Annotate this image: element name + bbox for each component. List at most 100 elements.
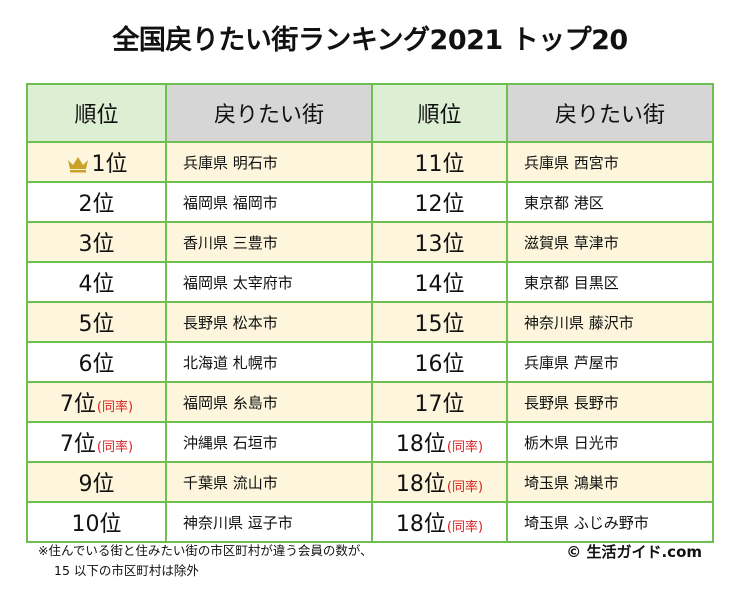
city-cell: 東京都 目黒区 [506,261,714,303]
copyright: © 生活ガイド.com [566,543,702,561]
city-cell: 栃木県 日光市 [506,421,714,463]
rank-cell: 16位 [371,341,508,383]
rank-cell: 2位 [26,181,167,223]
tie-badge: (同率) [446,520,484,535]
city-name: 北海道 札幌市 [183,353,278,372]
city-name: 長野県 松本市 [183,313,278,332]
table-row: 9位 千葉県 流山市 18位(同率) 埼玉県 鴻巣市 [26,461,714,503]
rank-label: 9位 [78,472,115,497]
rank-cell: 17位 [371,381,508,423]
rank-label: 3位 [78,232,115,257]
rank-label: 15位 [414,312,465,337]
table-row: 1位 兵庫県 明石市 11位 兵庫県 西宮市 [26,141,714,183]
rank-cell: 5位 [26,301,167,343]
tie-badge: (同率) [96,400,134,415]
city-header: 戻りたい街 [165,83,373,143]
table-row: 4位 福岡県 太宰府市 14位 東京都 目黒区 [26,261,714,303]
rank-cell: 13位 [371,221,508,263]
city-name: 兵庫県 芦屋市 [524,353,619,372]
rank-label: 16位 [414,352,465,377]
rank-label: 12位 [414,192,465,217]
rank-label: 18位 [395,472,446,497]
table-header-row: 順位 戻りたい街 順位 戻りたい街 [26,83,714,143]
city-cell: 長野県 松本市 [165,301,373,343]
rank-cell: 18位(同率) [371,501,508,543]
city-cell: 神奈川県 藤沢市 [506,301,714,343]
table-row: 2位 福岡県 福岡市 12位 東京都 港区 [26,181,714,223]
table-row: 7位(同率) 福岡県 糸島市 17位 長野県 長野市 [26,381,714,423]
table-row: 7位(同率) 沖縄県 石垣市 18位(同率) 栃木県 日光市 [26,421,714,463]
table-row: 5位 長野県 松本市 15位 神奈川県 藤沢市 [26,301,714,343]
city-name: 栃木県 日光市 [524,433,619,452]
rank-label: 11位 [414,152,465,177]
rank-label: 18位 [395,432,446,457]
rank-cell: 12位 [371,181,508,223]
city-cell: 神奈川県 逗子市 [165,501,373,543]
city-name: 東京都 目黒区 [524,273,619,292]
rank-cell: 7位(同率) [26,421,167,463]
rank-header: 順位 [26,83,167,143]
tie-badge: (同率) [446,440,484,455]
table-row: 6位 北海道 札幌市 16位 兵庫県 芦屋市 [26,341,714,383]
city-cell: 埼玉県 ふじみ野市 [506,501,714,543]
city-name: 神奈川県 藤沢市 [524,313,634,332]
city-name: 千葉県 流山市 [183,473,278,492]
crown-icon [67,157,88,173]
table-row: 10位 神奈川県 逗子市 18位(同率) 埼玉県 ふじみ野市 [26,501,714,543]
rank-cell: 15位 [371,301,508,343]
rank-cell: 14位 [371,261,508,303]
tie-badge: (同率) [446,480,484,495]
page-title: 全国戻りたい街ランキング2021 トップ20 [112,25,628,56]
rank-label: 17位 [414,392,465,417]
city-name: 福岡県 糸島市 [183,393,278,412]
city-cell: 福岡県 福岡市 [165,181,373,223]
tie-badge: (同率) [96,440,134,455]
city-name: 長野県 長野市 [524,393,619,412]
city-cell: 滋賀県 草津市 [506,221,714,263]
city-name: 埼玉県 ふじみ野市 [524,513,649,532]
rank-label: 2位 [78,192,115,217]
rank-label: 7位 [59,392,96,417]
rank-label: 5位 [78,312,115,337]
city-cell: 北海道 札幌市 [165,341,373,383]
city-name: 東京都 港区 [524,193,604,212]
rank-cell: 18位(同率) [371,421,508,463]
city-name: 香川県 三豊市 [183,233,278,252]
city-name: 兵庫県 明石市 [183,153,278,172]
rank-header: 順位 [371,83,508,143]
city-name: 神奈川県 逗子市 [183,513,293,532]
city-cell: 福岡県 太宰府市 [165,261,373,303]
rank-label: 1位 [91,152,128,177]
city-name: 福岡県 福岡市 [183,193,278,212]
rank-label: 14位 [414,272,465,297]
city-cell: 兵庫県 芦屋市 [506,341,714,383]
city-name: 滋賀県 草津市 [524,233,619,252]
rank-cell: 1位 [26,141,167,183]
rank-label: 6位 [78,352,115,377]
rank-cell: 11位 [371,141,508,183]
city-cell: 埼玉県 鴻巣市 [506,461,714,503]
footnote-line-2: 15 以下の市区町村は除外 [54,563,199,578]
city-cell: 兵庫県 西宮市 [506,141,714,183]
city-name: 福岡県 太宰府市 [183,273,293,292]
city-cell: 千葉県 流山市 [165,461,373,503]
rank-cell: 9位 [26,461,167,503]
rank-cell: 4位 [26,261,167,303]
table-row: 3位 香川県 三豊市 13位 滋賀県 草津市 [26,221,714,263]
footnote-line-1: ※住んでいる街と住みたい街の市区町村が違う会員の数が、 [38,543,373,558]
rank-label: 7位 [59,432,96,457]
rank-label: 4位 [78,272,115,297]
ranking-table: 順位 戻りたい街 順位 戻りたい街 1位 兵庫県 明石市 11位 兵庫県 西宮市 2位福… [26,83,714,543]
rank-cell: 6位 [26,341,167,383]
rank-label: 10位 [71,512,122,537]
rank-label: 13位 [414,232,465,257]
city-name: 埼玉県 鴻巣市 [524,473,619,492]
rank-cell: 18位(同率) [371,461,508,503]
city-name: 沖縄県 石垣市 [183,433,278,452]
city-cell: 福岡県 糸島市 [165,381,373,423]
city-cell: 長野県 長野市 [506,381,714,423]
city-cell: 香川県 三豊市 [165,221,373,263]
footnote: ※住んでいる街と住みたい街の市区町村が違う会員の数が、 15 以下の市区町村は除… [38,541,373,581]
rank-label: 18位 [395,512,446,537]
city-header: 戻りたい街 [506,83,714,143]
